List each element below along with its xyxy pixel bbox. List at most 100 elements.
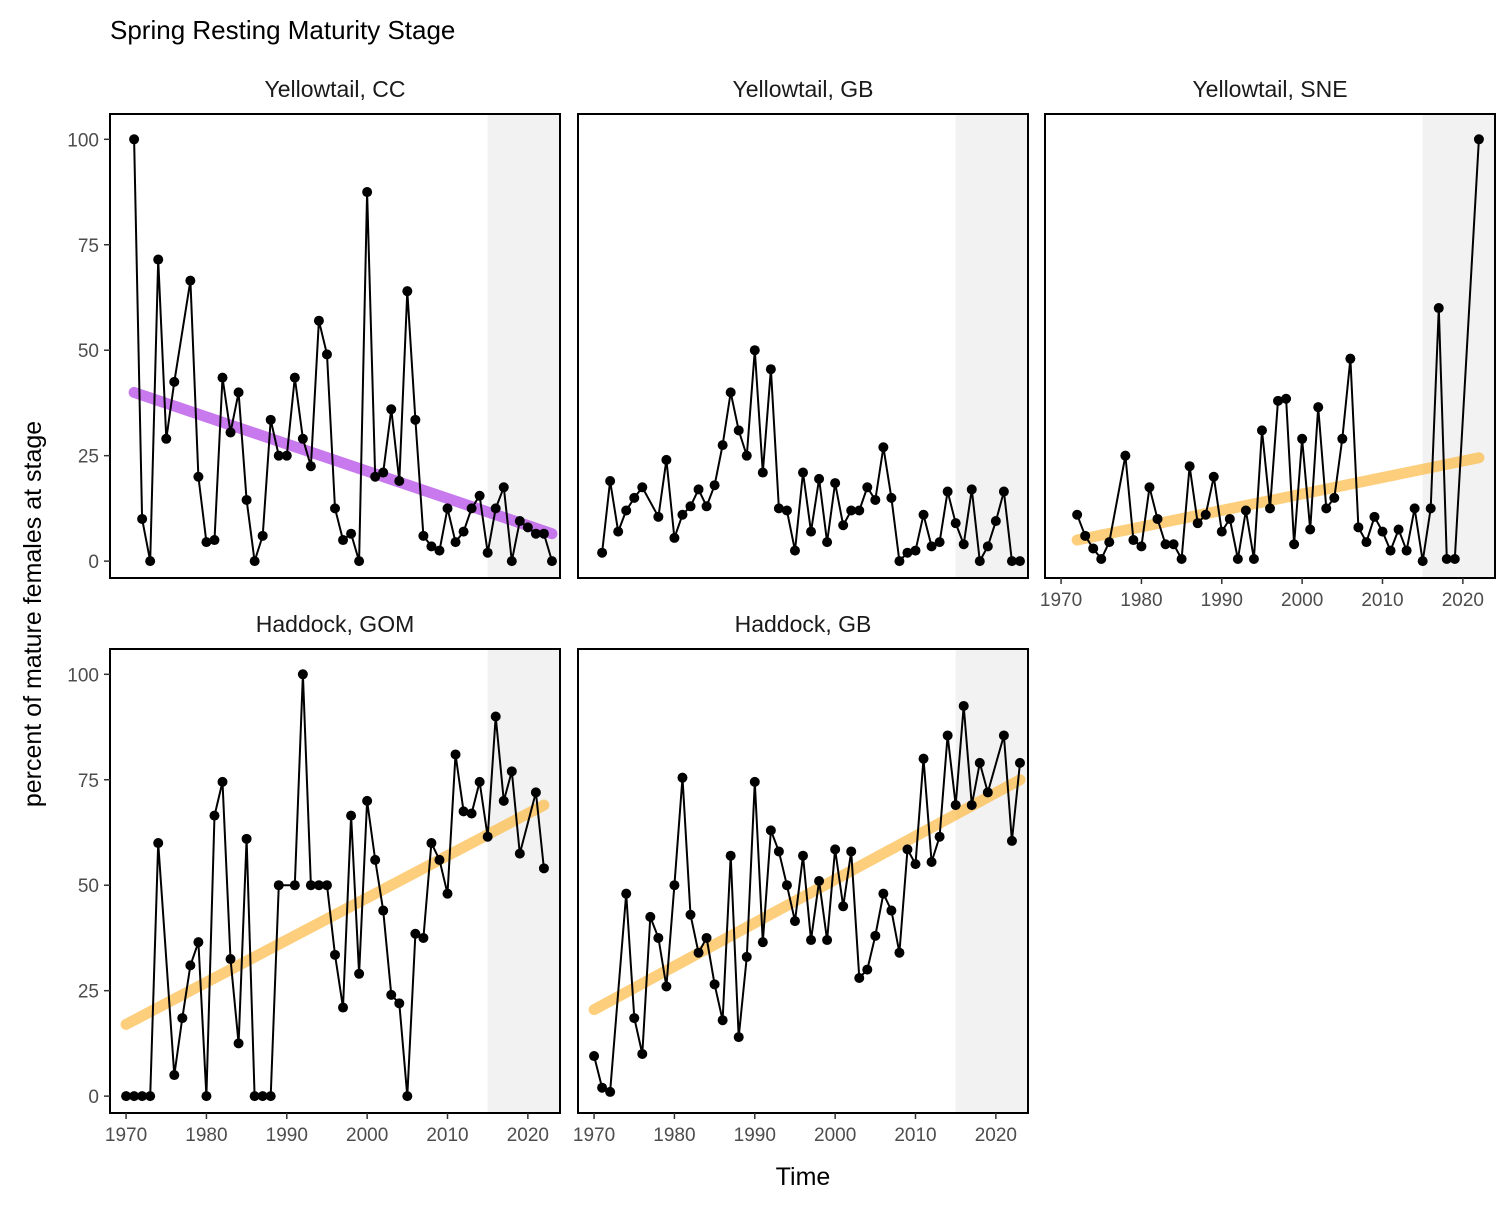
y-tick-label: 100: [67, 665, 99, 686]
data-point: [482, 831, 493, 842]
data-point: [346, 810, 357, 821]
data-point: [597, 1082, 608, 1093]
data-point: [354, 556, 365, 567]
data-point: [1088, 543, 1099, 554]
data-point: [1120, 450, 1131, 461]
data-point: [741, 951, 752, 962]
data-point: [1072, 509, 1083, 520]
data-point: [990, 516, 1001, 527]
data-point: [482, 547, 493, 558]
data-point: [1014, 556, 1025, 567]
data-point: [846, 505, 857, 516]
x-tick-label: 1970: [1040, 590, 1082, 611]
chart-title: Spring Resting Maturity Stage: [110, 15, 455, 45]
data-point: [645, 911, 656, 922]
data-point: [717, 440, 728, 451]
data-point: [1449, 554, 1460, 565]
data-point: [1281, 393, 1292, 404]
series-line: [593, 705, 1021, 1094]
panel-1: Yellowtail, CC 0 25 50 75 100: [67, 76, 561, 579]
data-point: [241, 833, 252, 844]
data-point: [346, 528, 357, 539]
data-point: [265, 1091, 276, 1102]
data-point: [321, 880, 332, 891]
data-point: [789, 916, 800, 927]
data-point: [394, 998, 405, 1009]
data-point: [201, 1091, 212, 1102]
x-tick-label: 1990: [1201, 590, 1243, 611]
data-point: [677, 772, 688, 783]
data-point: [982, 541, 993, 552]
data-point: [233, 1038, 244, 1049]
panel-border: [109, 113, 561, 579]
recent-years-shading: [955, 114, 1028, 578]
data-point: [1289, 539, 1300, 550]
data-point: [145, 556, 156, 567]
data-point: [637, 482, 648, 493]
data-point: [934, 831, 945, 842]
data-point: [185, 960, 196, 971]
data-point: [998, 730, 1009, 741]
x-tick-label: 1970: [105, 1125, 147, 1146]
data-point: [950, 518, 961, 529]
data-point: [1425, 503, 1436, 514]
data-point: [338, 535, 349, 546]
data-point: [153, 254, 164, 265]
data-point: [846, 846, 857, 857]
data-point: [297, 433, 308, 444]
facet-panels: Yellowtail, CC 0 25 50 75 100 Yellowtail, GB Ye…: [67, 76, 1496, 1146]
data-point: [1160, 539, 1171, 550]
data-point: [530, 528, 541, 539]
data-point: [942, 730, 953, 741]
data-point: [217, 372, 228, 383]
y-tick-label: 75: [78, 771, 99, 792]
panel-border: [577, 648, 1029, 1114]
y-tick-label: 0: [88, 552, 99, 573]
data-point: [209, 535, 220, 546]
data-point: [490, 503, 501, 514]
data-point: [798, 850, 808, 861]
data-point: [177, 1013, 188, 1024]
data-point: [1184, 461, 1195, 472]
data-point: [546, 556, 557, 567]
data-point: [669, 880, 680, 891]
data-point: [1369, 511, 1380, 522]
data-point: [1401, 545, 1412, 556]
panel-strip-title: Yellowtail, CC: [264, 76, 405, 102]
data-point: [1128, 535, 1139, 546]
data-point: [1136, 541, 1147, 552]
data-point: [1176, 554, 1187, 565]
data-point: [669, 532, 680, 543]
data-point: [966, 800, 977, 811]
data-point: [653, 511, 664, 522]
data-point: [498, 795, 509, 806]
data-point: [249, 1091, 260, 1102]
data-point: [273, 880, 284, 891]
data-point: [1409, 503, 1420, 514]
data-point: [918, 509, 929, 520]
data-point: [677, 509, 688, 520]
x-tick-label: 1980: [1120, 590, 1162, 611]
data-point: [265, 414, 276, 425]
data-point: [137, 513, 148, 524]
trend-line: [120, 799, 550, 1030]
data-point: [466, 503, 477, 514]
data-point: [410, 928, 421, 939]
data-point: [442, 503, 453, 514]
data-point: [378, 467, 389, 478]
data-point: [514, 516, 525, 527]
data-point: [1248, 554, 1259, 565]
panel-border: [1044, 113, 1496, 579]
data-point: [362, 795, 373, 806]
data-point: [506, 766, 517, 777]
data-point: [129, 134, 140, 145]
data-point: [926, 857, 937, 868]
data-point: [201, 537, 212, 548]
data-point: [878, 888, 889, 899]
data-point: [725, 387, 736, 398]
data-point: [822, 537, 833, 548]
panel-3: Yellowtail, SNE 1970 1980 1990 2000 2010 2020: [1040, 76, 1496, 611]
x-tick-label: 2020: [507, 1125, 549, 1146]
data-point: [233, 387, 244, 398]
data-point: [870, 494, 881, 505]
